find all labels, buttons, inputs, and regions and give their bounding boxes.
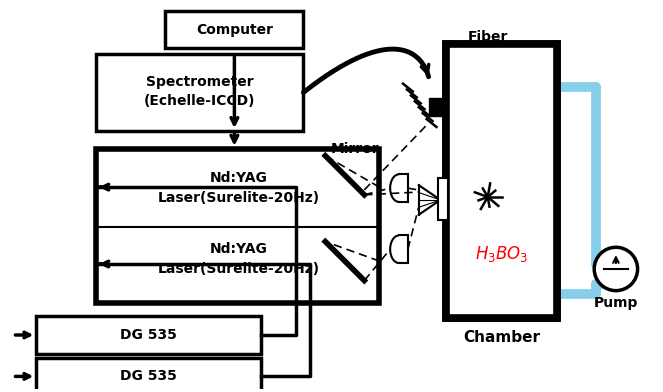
Text: Chamber: Chamber — [463, 330, 540, 345]
Bar — [446, 44, 557, 318]
Bar — [36, 316, 261, 354]
Text: DG 535: DG 535 — [120, 369, 177, 383]
Text: Mirror: Mirror — [330, 142, 379, 156]
Bar — [165, 11, 304, 48]
Text: DG 535: DG 535 — [120, 328, 177, 342]
Text: Spectrometer: Spectrometer — [146, 74, 254, 89]
Text: Nd:YAG: Nd:YAG — [210, 171, 267, 185]
Bar — [428, 98, 446, 116]
Circle shape — [594, 247, 638, 290]
Text: $H_3BO_3$: $H_3BO_3$ — [475, 244, 528, 264]
Text: Laser(Surelite-20Hz): Laser(Surelite-20Hz) — [157, 191, 320, 205]
Bar — [446, 44, 557, 318]
Text: Fiber: Fiber — [467, 30, 508, 44]
Text: Nd:YAG: Nd:YAG — [210, 242, 267, 256]
Text: Laser(Surelite-20Hz): Laser(Surelite-20Hz) — [157, 262, 320, 276]
Text: Pump: Pump — [594, 296, 638, 310]
Bar — [96, 54, 304, 131]
Bar — [438, 178, 448, 220]
Bar — [36, 358, 261, 392]
Bar — [450, 190, 553, 314]
Bar — [96, 149, 379, 303]
Text: Computer: Computer — [196, 24, 273, 37]
Text: (Echelle-ICCD): (Echelle-ICCD) — [144, 94, 256, 108]
